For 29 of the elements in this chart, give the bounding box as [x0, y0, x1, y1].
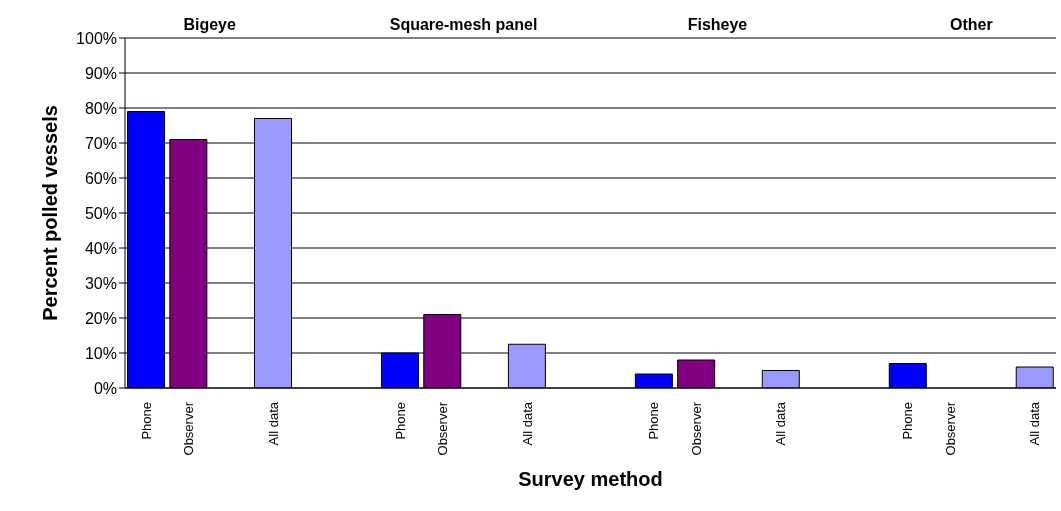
y-tick-label: 90% [84, 64, 117, 82]
y-tick-label: 50% [84, 204, 117, 222]
y-axis-title: Percent polled vessels [39, 105, 62, 321]
y-tick-label: 40% [84, 239, 117, 257]
y-tick-label: 20% [84, 309, 117, 327]
x-tick-label: All data [519, 401, 535, 446]
x-tick-label: Observer [180, 401, 196, 456]
y-tick-label: 0% [93, 379, 117, 397]
x-tick-label: All data [1027, 401, 1043, 446]
x-tick-label: Phone [138, 402, 154, 440]
x-tick-label: Phone [392, 402, 408, 440]
x-axis-title: Survey method [518, 468, 663, 491]
x-tick-label: Phone [646, 402, 662, 440]
text: Bigeye [183, 16, 236, 33]
y-tick-label: 80% [84, 99, 117, 117]
text: Other [949, 16, 994, 34]
x-tick-label: All data [773, 401, 789, 446]
text: Fisheye [686, 16, 749, 34]
text: Square-mesh panel [388, 16, 539, 34]
y-tick-label: 10% [84, 344, 117, 362]
y-tick-label: 30% [84, 274, 117, 292]
y-tick-label: 60% [84, 169, 117, 187]
x-tick-label: Observer [688, 401, 704, 456]
y-tick-label: 70% [84, 134, 117, 152]
x-tick-label: All data [265, 401, 281, 446]
y-tick-label: 100% [76, 29, 117, 47]
x-tick-label: Observer [942, 401, 958, 456]
x-tick-label: Phone [900, 402, 916, 440]
x-tick-label: Observer [434, 401, 450, 456]
